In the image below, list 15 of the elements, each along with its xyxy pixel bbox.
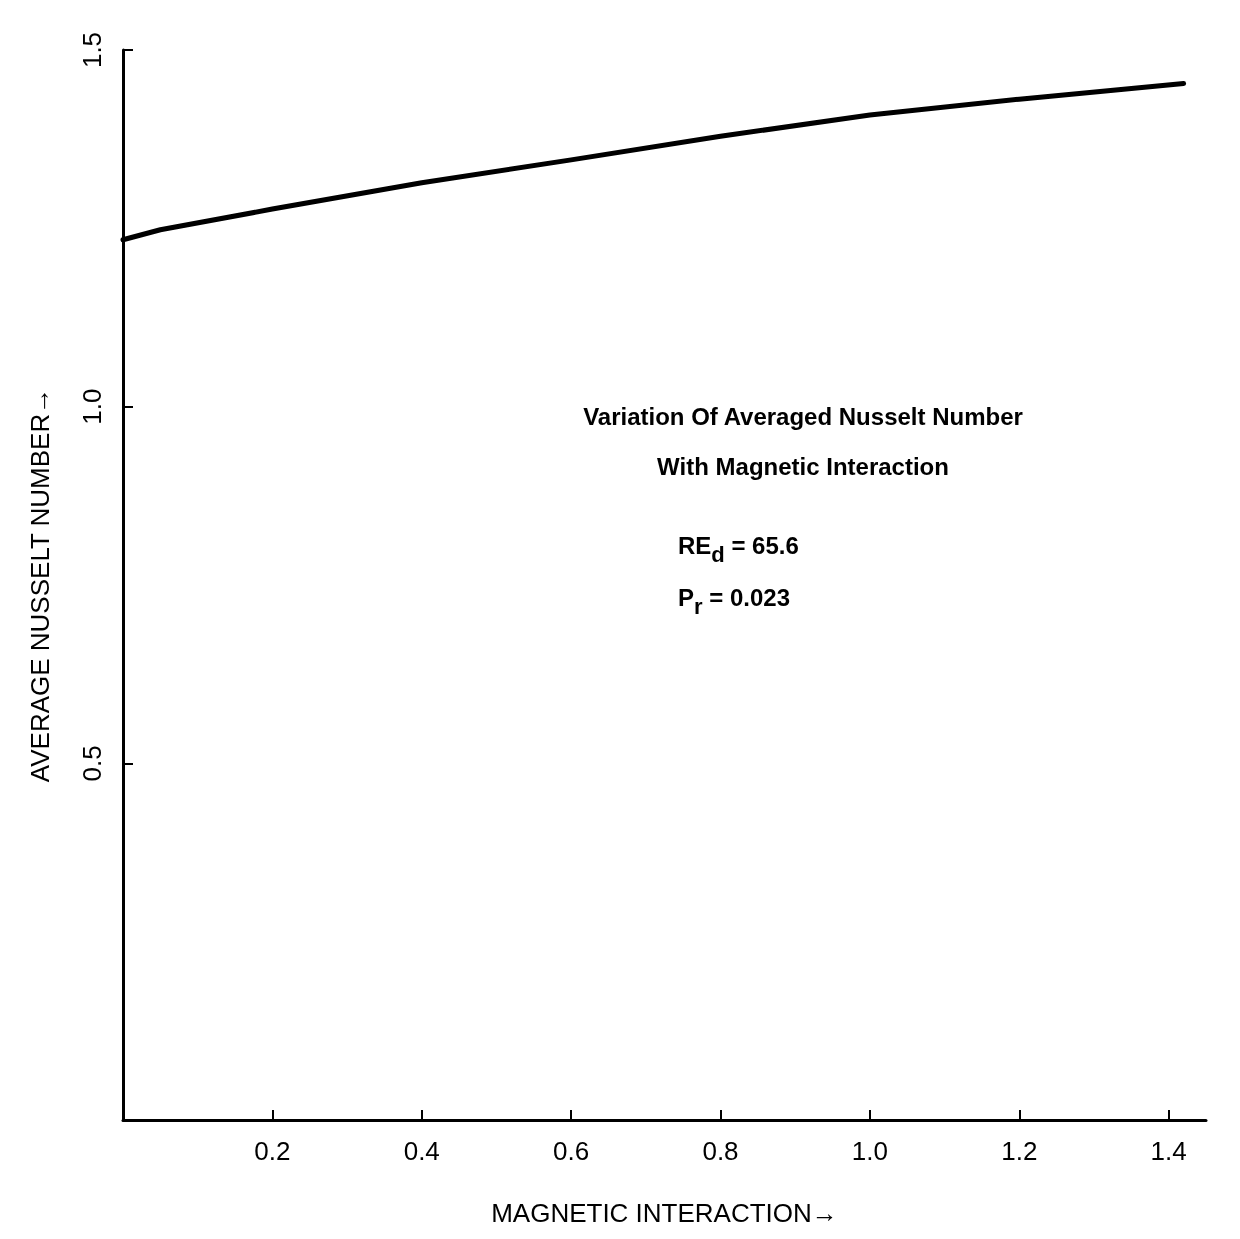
annotation: REd = 65.6 bbox=[678, 531, 799, 567]
text: Variation Of Averaged Nusselt Number With Magnetic Interaction bbox=[583, 402, 1023, 480]
x-tick-label: 1.0 bbox=[851, 1136, 888, 1166]
x-tick-label: 0.8 bbox=[702, 1136, 739, 1166]
y-tick-label: 1.0 bbox=[77, 388, 107, 425]
x-tick-label: 0.2 bbox=[254, 1136, 291, 1166]
y-tick-label: 0.5 bbox=[77, 745, 107, 782]
y-axis-title: AVERAGE NUSSELT NUMBER→ bbox=[25, 387, 55, 783]
x-tick-label: 0.4 bbox=[403, 1136, 440, 1166]
x-tick-label: 0.6 bbox=[553, 1136, 590, 1166]
annotation: Pr = 0.023 bbox=[678, 583, 790, 619]
x-axis-title: MAGNETIC INTERACTION→ bbox=[491, 1198, 838, 1228]
x-tick-label: 1.2 bbox=[1001, 1136, 1038, 1166]
x-tick-label: 1.4 bbox=[1150, 1136, 1187, 1166]
y-tick-label: 1.5 bbox=[77, 31, 107, 69]
